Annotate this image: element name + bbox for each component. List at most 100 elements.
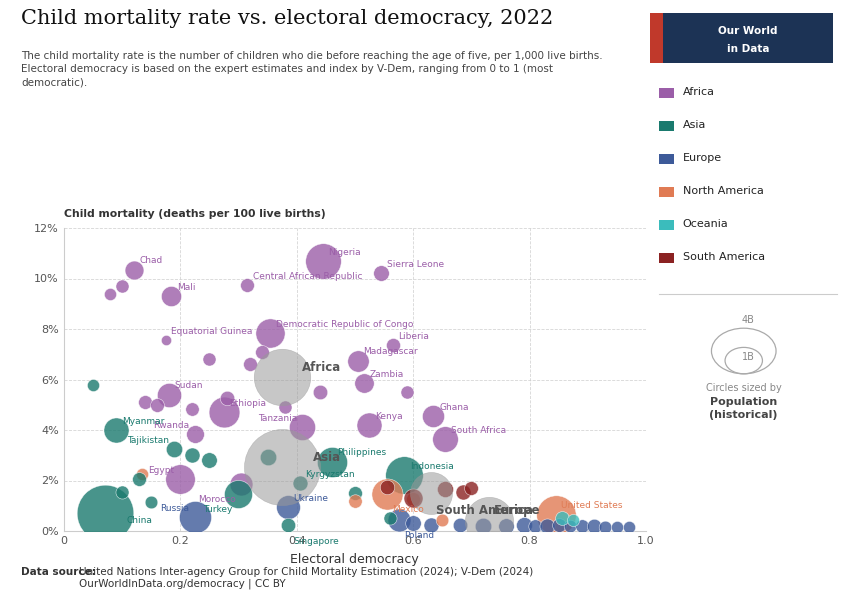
Text: Africa: Africa <box>683 88 715 97</box>
Point <box>351 356 365 365</box>
Point <box>435 515 449 524</box>
Text: South America: South America <box>436 504 533 517</box>
Point <box>621 522 635 532</box>
Point <box>135 469 149 479</box>
Point <box>380 490 394 499</box>
Point <box>316 256 330 266</box>
Point <box>278 403 292 412</box>
Point <box>406 518 420 528</box>
Point <box>86 380 99 389</box>
Point <box>188 429 201 439</box>
Point <box>220 394 234 403</box>
Text: Equatorial Guinea: Equatorial Guinea <box>171 327 252 336</box>
Point <box>115 487 129 497</box>
Point <box>281 521 295 530</box>
Point <box>380 482 394 491</box>
Text: in Data: in Data <box>727 44 769 54</box>
Point <box>610 523 624 532</box>
Point <box>575 521 589 531</box>
Point <box>424 488 438 498</box>
Point <box>264 328 277 338</box>
Point <box>275 372 289 382</box>
Text: Mexico: Mexico <box>393 505 424 514</box>
Text: Myanmar: Myanmar <box>122 417 164 426</box>
Point <box>427 412 440 421</box>
Text: Liberia: Liberia <box>399 332 429 341</box>
Text: Europe: Europe <box>495 504 541 517</box>
Point <box>424 520 438 529</box>
Text: Rwanda: Rwanda <box>153 421 190 430</box>
Point <box>406 494 420 504</box>
Text: Madagascar: Madagascar <box>363 347 418 356</box>
Point <box>255 347 269 356</box>
Text: Our World: Our World <box>718 26 778 35</box>
Point <box>464 483 478 493</box>
Text: 4B: 4B <box>741 315 755 325</box>
Point <box>406 493 420 503</box>
Text: Russia: Russia <box>160 504 190 513</box>
Text: Nigeria: Nigeria <box>328 248 361 257</box>
Text: Ethiopia: Ethiopia <box>230 399 266 408</box>
Point <box>363 420 377 430</box>
Text: Indonesia: Indonesia <box>410 462 454 471</box>
Point <box>188 512 201 522</box>
Text: Morocco: Morocco <box>198 496 235 505</box>
Point <box>476 521 490 531</box>
Text: Child mortality (deaths per 100 live births): Child mortality (deaths per 100 live bir… <box>64 209 326 219</box>
Text: Singapore: Singapore <box>293 536 339 545</box>
Point <box>115 281 129 291</box>
Text: South America: South America <box>683 253 765 262</box>
Point <box>398 470 411 480</box>
Point <box>165 292 178 301</box>
Point <box>549 510 563 520</box>
Text: Sudan: Sudan <box>174 382 202 391</box>
Text: Democratic Republic of Congo: Democratic Republic of Congo <box>276 320 413 329</box>
Point <box>202 355 216 364</box>
Text: Turkey: Turkey <box>203 505 233 514</box>
Text: Oceania: Oceania <box>683 220 728 229</box>
Point <box>185 451 199 460</box>
X-axis label: Electoral democracy: Electoral democracy <box>291 553 419 566</box>
Point <box>383 514 397 523</box>
Text: Ukraine: Ukraine <box>293 494 328 503</box>
Text: Circles sized by: Circles sized by <box>706 383 782 393</box>
Text: Philippines: Philippines <box>337 448 386 457</box>
Point <box>144 497 158 507</box>
Text: Chad: Chad <box>139 256 162 265</box>
Point <box>598 522 612 532</box>
Point <box>325 457 338 466</box>
Text: Central African Republic: Central African Republic <box>252 272 362 281</box>
Text: Ghana: Ghana <box>439 403 468 412</box>
Text: 1B: 1B <box>741 352 755 362</box>
Point <box>348 496 362 505</box>
Point <box>98 508 111 518</box>
Point <box>159 335 173 345</box>
Text: United States: United States <box>561 502 623 511</box>
Point <box>517 521 530 530</box>
Point <box>500 521 513 531</box>
Point <box>139 397 152 407</box>
Point <box>456 487 469 497</box>
Text: (historical): (historical) <box>710 410 778 420</box>
Point <box>296 422 309 432</box>
Text: North America: North America <box>683 187 763 196</box>
Text: Population: Population <box>710 397 778 407</box>
Text: Africa: Africa <box>302 361 341 374</box>
Point <box>185 404 199 413</box>
Point <box>439 434 452 443</box>
Point <box>453 521 467 530</box>
Point <box>231 490 245 499</box>
Point <box>292 478 306 488</box>
Point <box>586 521 600 531</box>
Point <box>167 444 181 454</box>
Point <box>566 515 580 525</box>
Point <box>241 280 254 290</box>
Text: Sierra Leone: Sierra Leone <box>387 260 444 269</box>
Text: United Nations Inter-agency Group for Child Mortality Estimation (2024); V-Dem (: United Nations Inter-agency Group for Ch… <box>79 567 533 589</box>
Point <box>386 341 400 350</box>
Text: Data source:: Data source: <box>21 567 99 577</box>
Point <box>482 517 496 526</box>
Point <box>133 475 146 484</box>
Text: Kyrgyzstan: Kyrgyzstan <box>305 470 354 479</box>
Point <box>552 521 565 530</box>
